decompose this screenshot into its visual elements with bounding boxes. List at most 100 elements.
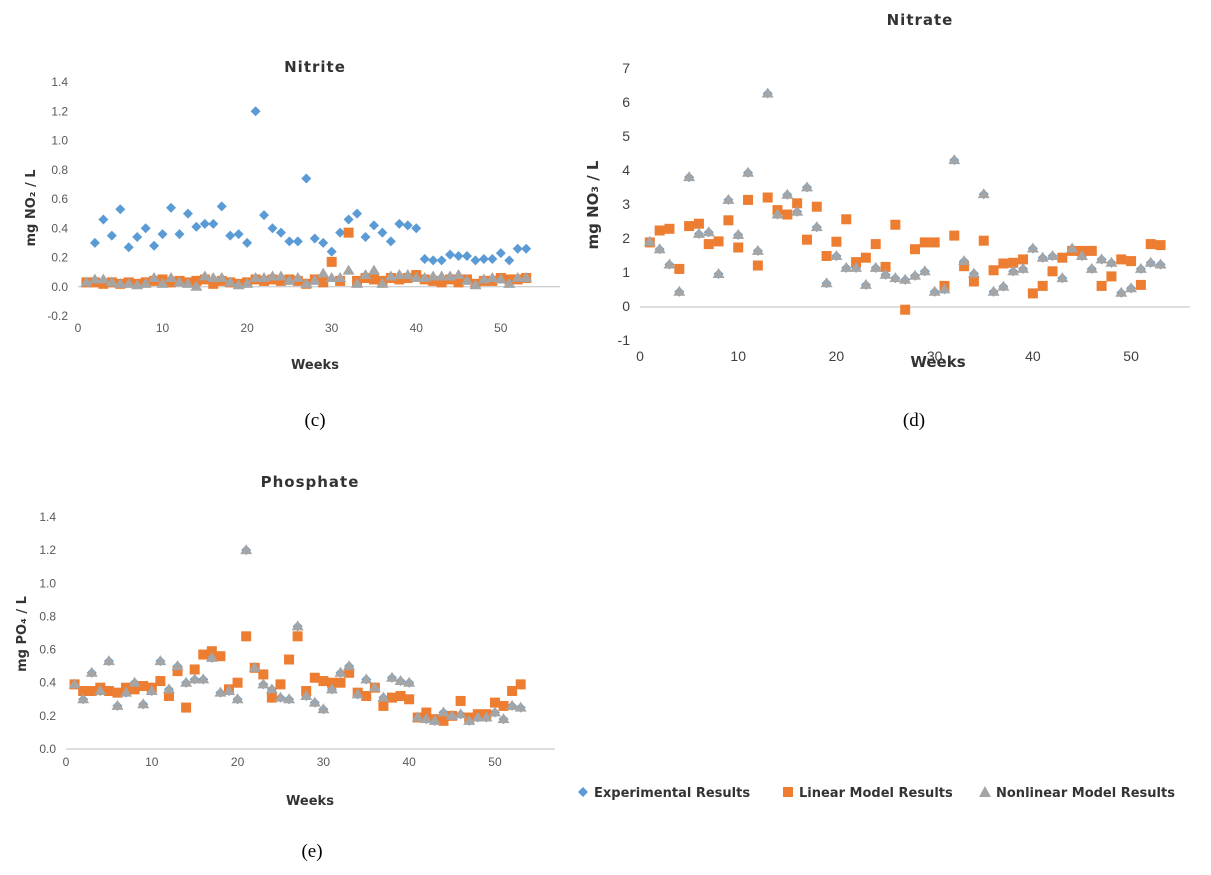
phosphate-x-tick-label: 50 [488,755,502,769]
nitrite-nonlinear-model-point [325,271,338,282]
nitrate-nonlinear-model-point [1026,242,1039,253]
nitrite-nonlinear-model-point [418,271,431,282]
phosphate-nonlinear-model-point [471,711,484,722]
phosphate-nonlinear-model-point [180,676,193,687]
phosphate-linear-model-point [292,631,303,642]
nitrate-nonlinear-model-point [683,171,696,182]
phosphate-linear-model-point [163,690,174,701]
nitrate-nonlinear-model-point [1056,272,1069,283]
phosphate-nonlinear-model-point [454,708,467,719]
phosphate-nonlinear-model-point [377,691,390,702]
nitrate-linear-model-point [752,260,763,271]
nitrate-linear-model-point [1096,280,1107,291]
nitrate-linear-model-point [880,261,891,272]
nitrate-chart-title: Nitrate [887,11,954,29]
phosphate-nonlinear-model-point [265,683,278,694]
phosphate-y-tick-label: 0.8 [39,609,56,623]
nitrate-y-tick-label: 0 [622,298,630,314]
nitrate-x-tick-label: 0 [636,348,644,364]
nitrate-nonlinear-model-point [830,250,843,260]
nitrate-nonlinear-model-point [771,208,784,219]
phosphate-linear-model-point [275,679,286,690]
legend-item-linear: Linear Model Results [783,786,953,801]
phosphate-x-axis-label: Weeks [286,794,334,809]
nitrite-x-tick-label: 0 [75,321,82,335]
nitrate-y-tick-label: 6 [622,94,630,110]
nitrate-y-tick-label: 2 [622,230,630,246]
nitrate-linear-model-point [684,221,695,232]
nitrite-experimental-point [377,227,388,238]
nitrate-linear-model-point [762,192,773,203]
phosphate-x-tick-label: 30 [317,755,331,769]
nitrite-nonlinear-model-point [367,264,380,275]
phosphate-x-tick-label: 40 [402,755,416,769]
nitrate-y-tick-label: 7 [622,60,630,76]
nitrite-nonlinear-model-point [359,269,372,280]
nitrate-nonlinear-model-point [1154,258,1167,269]
nitrite-nonlinear-model-point [105,276,118,287]
nitrate-nonlinear-model-point [1115,286,1128,297]
nitrate-nonlinear-model-point [673,285,686,296]
nitrate-linear-model-point [1027,288,1038,299]
nitrite-nonlinear-model-point [274,270,287,281]
nitrate-nonlinear-model-point [938,283,951,294]
nitrate-x-tick-label: 10 [730,348,746,364]
nitrite-experimental-point [301,173,312,184]
nitrite-nonlinear-model-point [435,270,448,281]
nitrite-nonlinear-model-point [300,277,313,288]
nitrite-nonlinear-model-point [410,271,423,282]
nitrate-nonlinear-model-point [909,269,921,280]
phosphate-linear-model-point [387,692,397,703]
nitrate-linear-model-point [1126,256,1137,267]
nitrite-linear-model-point [275,275,286,286]
nitrite-nonlinear-model-point [190,280,203,291]
nitrite-nonlinear-model-point [317,267,330,278]
nitrate-nonlinear-model-point [1085,262,1098,273]
phosphate-nonlinear-model-point [291,620,304,631]
nitrate-y-tick-label: -1 [618,332,631,348]
nitrite-experimental-point [368,220,379,231]
phosphate-y-tick-label: 1.0 [39,576,56,590]
nitrate-nonlinear-model-point [879,268,892,279]
nitrate-nonlinear-model-point [1125,282,1138,293]
nitrate-nonlinear-model-point [977,188,990,199]
phosphate-linear-model-point [309,672,320,683]
phosphate-nonlinear-model-point [162,683,175,694]
nitrate-chart: Nitrate Weeks mg NO₃ / L (d) -1 0 1 2 3 4 5 6 7 0… [584,11,1190,431]
legend-label-experimental: Experimental Results [594,786,750,801]
phosphate-linear-model-point [507,686,518,696]
phosphate-linear-model-point [258,669,269,680]
phosphate-linear-model-point [344,667,355,678]
nitrite-y-tick-label: -0.2 [47,309,68,323]
nitrite-experimental-point [478,253,489,264]
nitrite-nonlinear-model-point [165,271,178,282]
phosphate-nonlinear-model-point [334,666,347,677]
nitrate-linear-model-point [811,201,822,212]
nitrite-nonlinear-model-point [452,269,465,280]
phosphate-y-tick-label: 1.2 [39,543,56,557]
nitrite-experimental-point [284,236,295,247]
nitrite-caption: (c) [304,410,325,431]
nitrate-linear-model-point [831,236,842,247]
nitrite-nonlinear-model-point [460,274,473,285]
nitrite-experimental-point [309,233,320,244]
nitrite-nonlinear-model-point [173,276,186,287]
phosphate-nonlinear-model-point [394,675,407,686]
nitrate-linear-model-point [988,265,999,276]
nitrate-linear-model-point [782,209,793,220]
nitrite-experimental-point [106,230,117,241]
phosphate-nonlinear-model-point [403,676,416,687]
nitrate-nonlinear-model-point [948,154,961,165]
nitrate-linear-model-point [1037,280,1048,291]
nitrate-linear-model-point [998,258,1009,269]
nitrate-nonlinear-model-point [997,280,1010,291]
nitrite-experimental-point [275,227,286,238]
nitrate-linear-model-point [723,215,734,226]
nitrite-nonlinear-model-point [477,273,490,284]
nitrite-experimental-point [191,221,202,232]
nitrite-experimental-point [436,255,447,266]
nitrite-nonlinear-model-point [258,271,271,282]
phosphate-nonlinear-model-point [420,713,433,724]
nitrate-nonlinear-model-point [702,226,715,237]
